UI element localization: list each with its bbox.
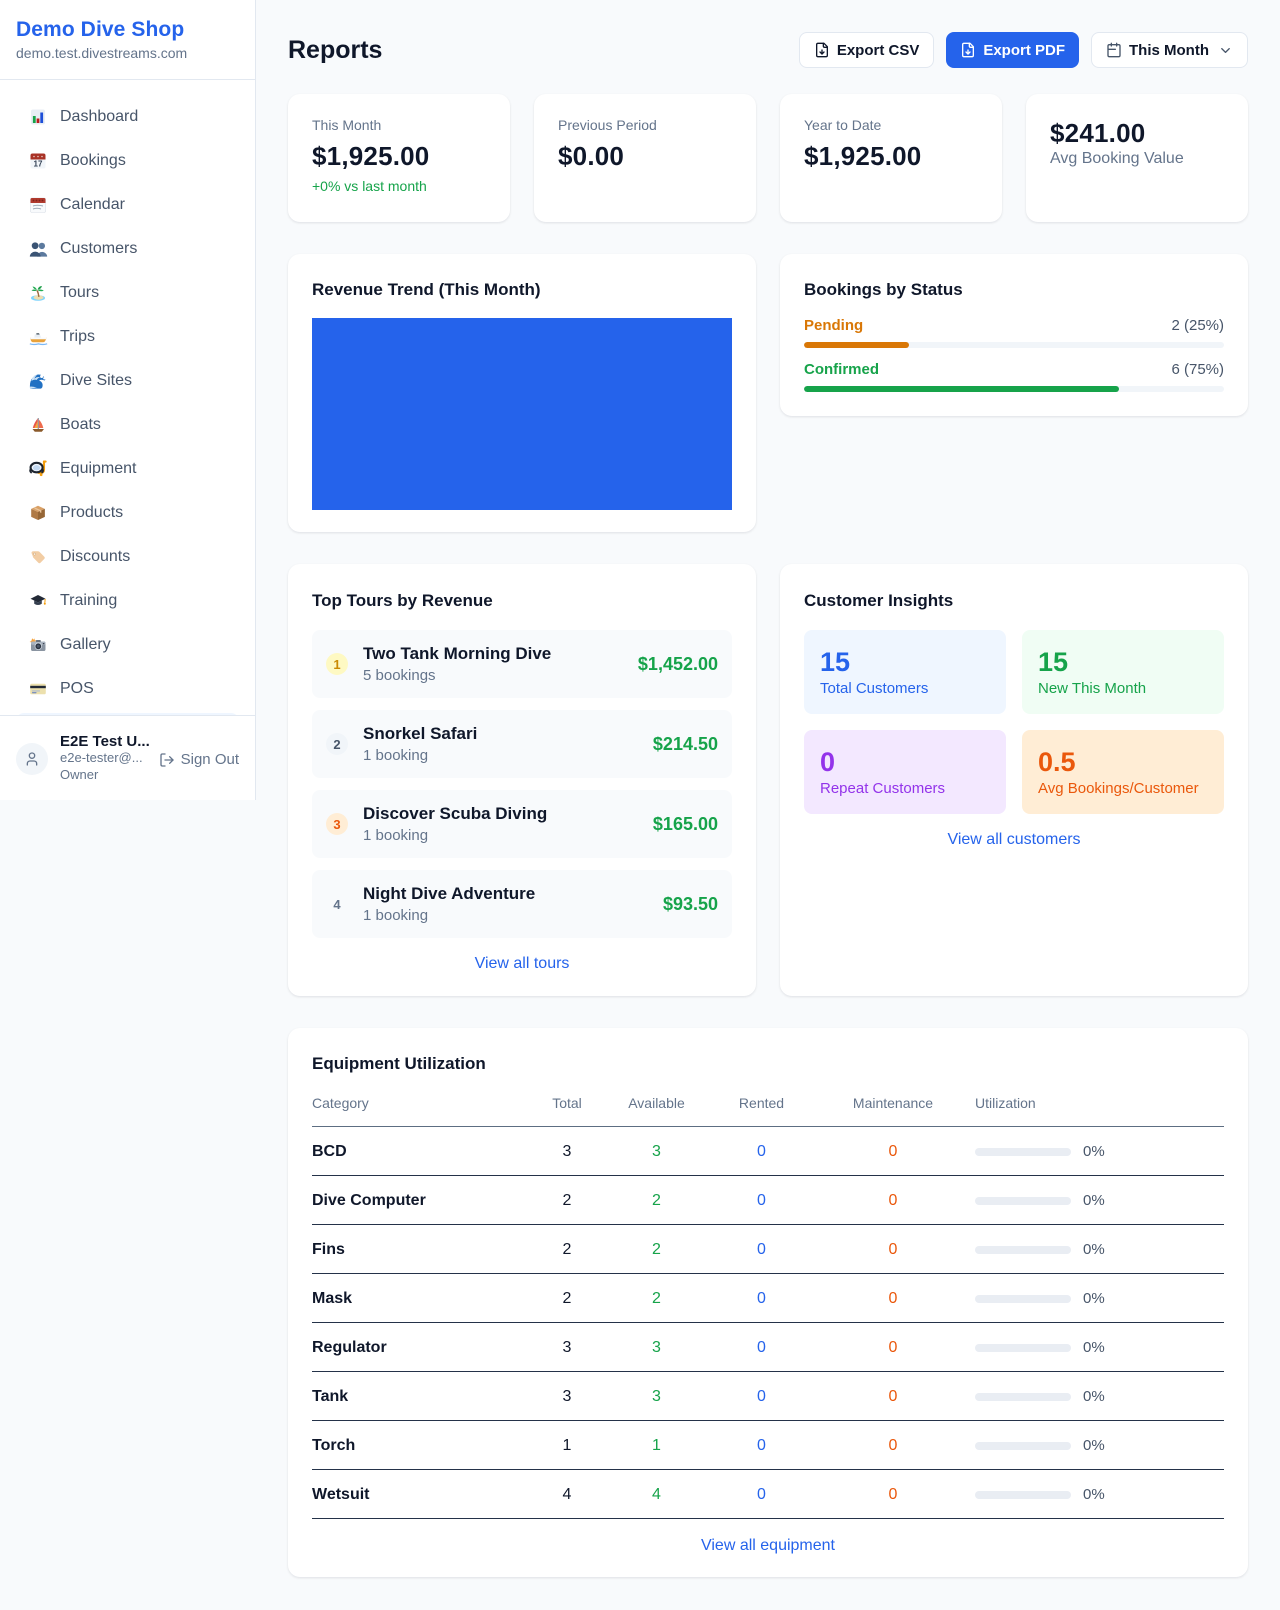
svg-text:17: 17 [34, 160, 43, 169]
